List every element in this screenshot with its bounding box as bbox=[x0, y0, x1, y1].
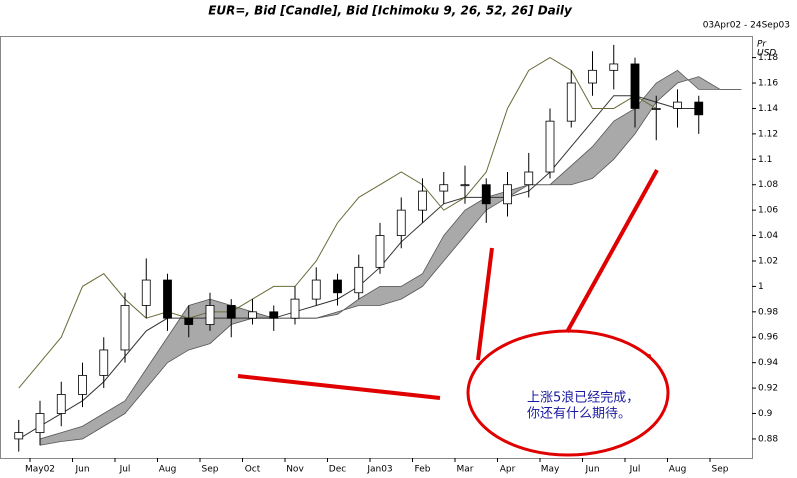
chart-title: EUR=, Bid [Candle], Bid [Ichimoku 9, 26,… bbox=[208, 4, 573, 18]
y-tick-label: 1.1 bbox=[758, 155, 772, 165]
plot-frame bbox=[0, 36, 753, 459]
x-tick-label: May bbox=[541, 465, 560, 475]
candle-body bbox=[694, 101, 704, 116]
candle-body bbox=[396, 209, 406, 236]
x-tick-label: Aug bbox=[669, 465, 687, 475]
candle-body bbox=[354, 266, 364, 294]
candle-body bbox=[545, 120, 555, 173]
x-tick-label: Aug bbox=[159, 465, 177, 475]
y-tick-label: 0.92 bbox=[758, 384, 778, 394]
candle-body bbox=[56, 394, 66, 414]
annotation-text: 你还有什么期待。 bbox=[527, 407, 631, 422]
candle-body bbox=[630, 63, 640, 109]
y-axis-label: Pr bbox=[757, 40, 767, 50]
x-tick-label: May02 bbox=[25, 465, 55, 475]
candle-body bbox=[248, 311, 257, 319]
y-tick-label: 1.18 bbox=[758, 53, 778, 63]
candle-body bbox=[673, 101, 682, 109]
y-tick-label: 0.98 bbox=[758, 307, 778, 317]
y-tick-label: 1.14 bbox=[758, 104, 778, 114]
date-range: 03Apr02 - 24Sep03 bbox=[703, 21, 790, 31]
candle-body bbox=[120, 305, 130, 351]
plot: 0.88 0.9 0.92 0.94 0.96 0.98 1 1.02 1.04 1.06 1.08… bbox=[14, 44, 778, 475]
candle-body bbox=[184, 317, 194, 325]
candle-body bbox=[226, 305, 236, 319]
annotation-dot bbox=[647, 354, 651, 358]
candle-body bbox=[78, 374, 87, 395]
candle-body bbox=[290, 298, 300, 319]
candle-body bbox=[481, 184, 491, 205]
candle-body bbox=[14, 432, 24, 440]
candle-body bbox=[418, 190, 427, 211]
x-tick-label: Jun bbox=[74, 465, 89, 475]
candle-body bbox=[141, 279, 151, 306]
candle-body bbox=[163, 279, 172, 319]
candle-body bbox=[375, 235, 385, 268]
x-tick-label: Jan03 bbox=[366, 465, 392, 475]
cloud-edge bbox=[39, 69, 742, 446]
y-tick-label: 1.02 bbox=[758, 256, 778, 266]
y-tick-label: 0.88 bbox=[758, 434, 778, 444]
y-tick-label: 1.08 bbox=[758, 180, 778, 190]
candle-body bbox=[205, 305, 215, 325]
x-tick-label: Nov bbox=[286, 465, 304, 475]
y-tick-label: 0.96 bbox=[758, 333, 778, 343]
y-tick-label: 1 bbox=[758, 282, 764, 292]
x-tick-label: Jul bbox=[629, 465, 641, 475]
candle-body bbox=[333, 279, 342, 294]
candle-body bbox=[35, 413, 45, 433]
x-tick-label: Dec bbox=[329, 465, 346, 475]
annotation-line bbox=[237, 374, 441, 400]
y-tick-label: 1.04 bbox=[758, 231, 778, 241]
y-tick-label: 1.16 bbox=[758, 79, 778, 89]
candle-body bbox=[269, 311, 279, 319]
annotation-ellipse bbox=[466, 329, 670, 457]
y-tick-label: 0.94 bbox=[758, 358, 778, 368]
annotation-line bbox=[476, 247, 494, 361]
candle-body bbox=[524, 171, 534, 186]
candle-body bbox=[609, 63, 619, 71]
y-tick-label: 1.12 bbox=[758, 129, 778, 139]
x-tick-label: Jul bbox=[119, 465, 131, 475]
candle-body bbox=[311, 279, 321, 300]
y-axis-label: USD bbox=[757, 49, 776, 59]
x-tick-label: Mar bbox=[457, 465, 474, 475]
x-tick-label: Feb bbox=[415, 465, 431, 475]
annotations: 上涨5浪已经完成， 你还有什么期待。 bbox=[237, 169, 670, 457]
candle-body bbox=[588, 69, 597, 84]
candle-body bbox=[460, 184, 470, 187]
candle-body bbox=[651, 108, 661, 110]
candle-body bbox=[503, 184, 512, 205]
x-tick-label: Apr bbox=[500, 465, 516, 475]
y-tick-label: 0.9 bbox=[758, 409, 773, 419]
candle-body bbox=[99, 349, 109, 376]
annotation-text: 上涨5浪已经完成， bbox=[527, 391, 639, 406]
x-tick-label: Oct bbox=[245, 465, 261, 475]
x-tick-label: Sep bbox=[712, 465, 729, 475]
cloud-edge bbox=[39, 76, 742, 440]
y-tick-label: 1.06 bbox=[758, 206, 778, 216]
candle-body bbox=[566, 82, 576, 122]
annotation-line bbox=[565, 169, 659, 333]
candle-body bbox=[439, 184, 449, 192]
x-tick-label: Sep bbox=[202, 465, 219, 475]
x-tick-label: Jun bbox=[584, 465, 599, 475]
